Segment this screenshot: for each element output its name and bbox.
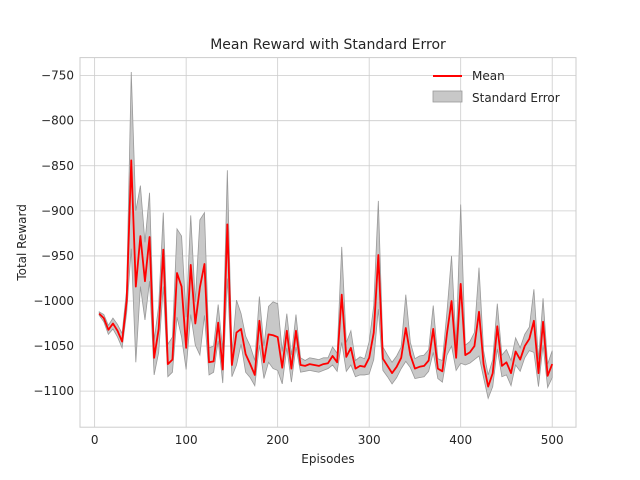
y-tick-label: −1100: [33, 384, 74, 398]
y-axis-label: Total Reward: [15, 204, 29, 282]
x-tick-label: 500: [541, 433, 564, 447]
x-tick-label: 200: [266, 433, 289, 447]
y-tick-label: −1000: [33, 294, 74, 308]
y-tick-label: −950: [41, 249, 74, 263]
x-tick-label: 300: [358, 433, 381, 447]
legend-stderr-label: Standard Error: [472, 91, 560, 105]
y-tick-label: −1050: [33, 339, 74, 353]
x-tick-label: 400: [449, 433, 472, 447]
x-axis-label: Episodes: [301, 452, 354, 466]
x-tick-label: 100: [175, 433, 198, 447]
chart-title: Mean Reward with Standard Error: [210, 37, 446, 53]
standard-error-band: [98, 72, 553, 400]
mean-line: [98, 159, 554, 388]
x-tick-labels: 0 100 200 300 400 500: [91, 433, 564, 447]
legend-stderr-swatch: [432, 90, 463, 103]
legend: Mean Standard Error: [432, 69, 560, 105]
y-tick-labels: −750 −800 −850 −900 −950 −1000 −1050 −1100: [33, 69, 74, 399]
x-tick-label: 0: [91, 433, 99, 447]
y-tick-label: −750: [41, 69, 74, 83]
band-layer: [98, 72, 553, 400]
plot-frame: [79, 57, 577, 428]
y-tick-label: −850: [41, 159, 74, 173]
legend-mean-label: Mean: [472, 69, 505, 83]
grid-layer: [80, 57, 576, 428]
y-tick-label: −900: [41, 204, 74, 218]
y-tick-label: −800: [41, 114, 74, 128]
line-layer: [98, 159, 554, 388]
